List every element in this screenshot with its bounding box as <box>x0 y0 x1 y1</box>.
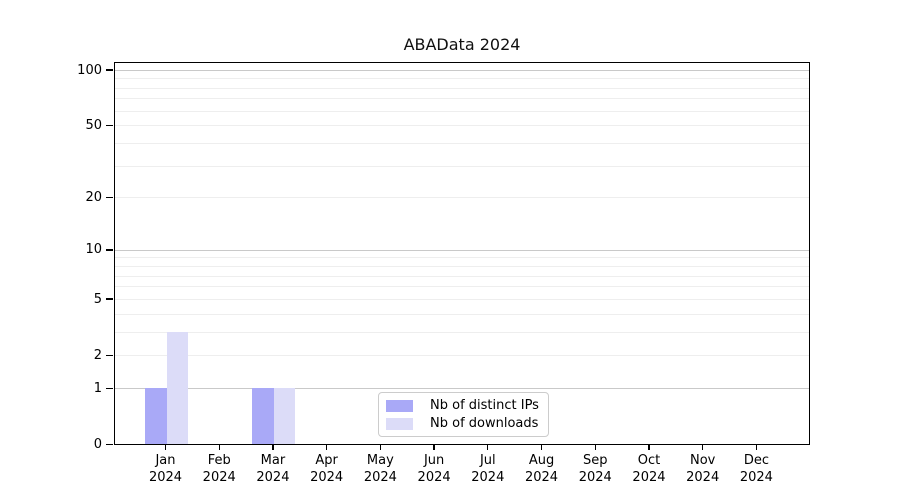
gridline-minor-70 <box>115 98 809 100</box>
y-tick-label-20: 20 <box>85 190 102 205</box>
x-tick-label-aug: Aug <box>528 453 555 468</box>
gridline-minor-4 <box>115 313 809 315</box>
x-tick-label-apr: Apr <box>315 453 338 468</box>
x-tick-label-jul-year: 2024 <box>471 470 505 485</box>
x-tick-label-nov: Nov <box>690 453 716 468</box>
x-tick-label-nov-year: 2024 <box>686 470 720 485</box>
x-tick-nov <box>702 444 704 450</box>
y-tick-label-0: 0 <box>93 437 102 452</box>
x-tick-may <box>379 444 382 450</box>
gridline-minor-3 <box>115 331 809 333</box>
gridline-minor-2 <box>115 355 809 357</box>
bar-mar-nb-of-downloads <box>273 387 296 444</box>
legend-swatch-downloads <box>386 417 413 430</box>
bar-jan-nb-of-distinct-ips <box>145 387 167 444</box>
x-tick-label-may-year: 2024 <box>363 470 397 485</box>
x-tick-label-sep: Sep <box>582 453 608 468</box>
x-tick-label-oct: Oct <box>637 453 661 468</box>
gridline-minor-90 <box>115 78 809 80</box>
legend-swatch-distinct-ips <box>386 399 413 412</box>
x-tick-label-mar: Mar <box>260 453 286 468</box>
y-tick-100 <box>106 69 113 71</box>
x-tick-label-jan: Jan <box>155 453 176 468</box>
plot-area <box>114 62 810 445</box>
y-tick-0 <box>106 443 113 446</box>
x-tick-label-feb-year: 2024 <box>202 470 236 485</box>
x-tick-label-oct-year: 2024 <box>632 470 666 485</box>
legend-item-distinct-ips: Nb of distinct IPs <box>386 398 539 413</box>
x-tick-label-jun: Jun <box>423 453 445 468</box>
bar-jan-nb-of-downloads <box>166 331 188 444</box>
gridline-minor-7 <box>115 275 809 277</box>
y-tick-label-50: 50 <box>85 118 102 134</box>
x-tick-label-jan-year: 2024 <box>148 470 183 485</box>
y-tick-label-10: 10 <box>85 242 102 258</box>
x-tick-label-jul: Jul <box>479 453 496 468</box>
gridline-minor-6 <box>115 286 809 288</box>
y-tick-label-1: 1 <box>93 380 102 396</box>
gridline-minor-20 <box>115 197 809 199</box>
bar-mar-nb-of-distinct-ips <box>252 387 274 444</box>
x-tick-jul <box>487 444 489 450</box>
x-tick-label-may: May <box>366 453 394 468</box>
gridline-minor-40 <box>115 142 809 144</box>
x-tick-jun <box>433 444 435 450</box>
gridline-minor-5 <box>115 298 809 300</box>
x-tick-label-feb: Feb <box>207 453 231 468</box>
x-tick-mar <box>272 444 274 450</box>
x-tick-apr <box>326 444 328 450</box>
gridline-major-100 <box>115 69 809 71</box>
legend-item-downloads: Nb of downloads <box>386 416 539 431</box>
gridline-minor-60 <box>115 110 809 112</box>
gridline-minor-50 <box>115 125 809 127</box>
y-tick-10 <box>106 249 113 251</box>
x-tick-label-mar-year: 2024 <box>256 470 290 485</box>
y-tick-20 <box>106 196 113 199</box>
y-tick-label-100: 100 <box>77 62 102 78</box>
gridline-minor-30 <box>115 165 809 167</box>
legend-label-downloads: Nb of downloads <box>430 416 539 431</box>
y-tick-label-5: 5 <box>93 291 102 307</box>
x-tick-sep <box>594 444 596 450</box>
x-tick-label-dec-year: 2024 <box>739 470 773 485</box>
chart-title: ABAData 2024 <box>403 35 521 54</box>
x-tick-aug <box>540 444 543 450</box>
y-tick-50 <box>106 124 113 127</box>
x-tick-label-sep-year: 2024 <box>578 470 612 485</box>
x-tick-jan <box>164 444 167 450</box>
x-tick-label-dec: Dec <box>743 453 769 468</box>
y-tick-5 <box>106 298 113 300</box>
x-tick-label-jun-year: 2024 <box>417 470 451 485</box>
x-tick-dec <box>755 444 758 450</box>
x-tick-oct <box>648 444 650 450</box>
gridline-major-1 <box>115 387 809 389</box>
x-tick-label-apr-year: 2024 <box>310 470 344 485</box>
gridline-minor-80 <box>115 87 809 89</box>
legend-label-distinct-ips: Nb of distinct IPs <box>430 398 539 413</box>
y-tick-label-2: 2 <box>93 347 102 363</box>
gridline-minor-8 <box>115 265 809 267</box>
x-tick-feb <box>218 444 220 450</box>
gridline-minor-9 <box>115 257 809 259</box>
x-tick-label-aug-year: 2024 <box>524 470 559 485</box>
y-tick-1 <box>106 387 113 389</box>
y-tick-2 <box>106 354 113 357</box>
gridline-major-10 <box>115 249 809 251</box>
legend: Nb of distinct IPs Nb of downloads <box>378 392 549 437</box>
